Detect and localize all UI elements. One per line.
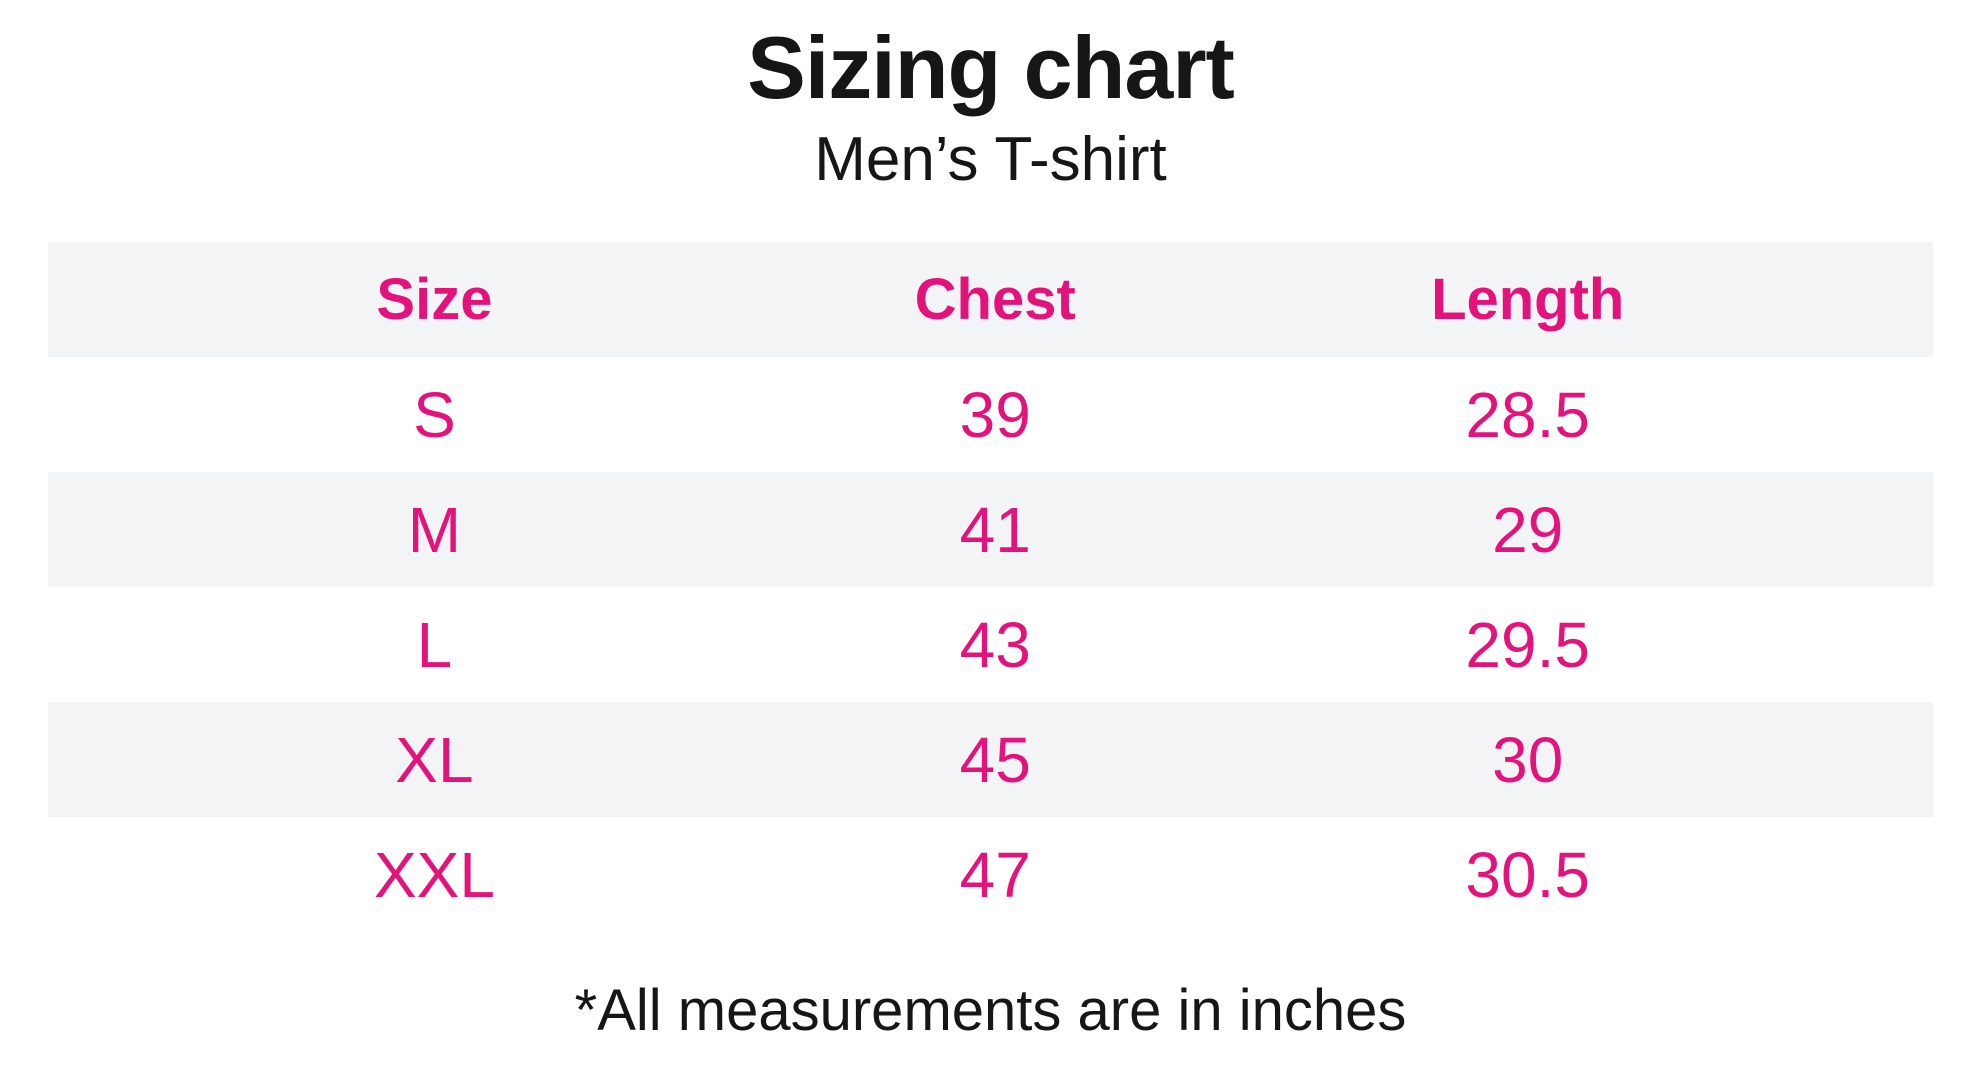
- sizing-table: Size Chest Length S 39 28.5 M 41 29 L 43…: [48, 242, 1933, 932]
- column-header-length: Length: [1431, 266, 1625, 332]
- size-value: L: [416, 608, 453, 681]
- chest-value: 43: [959, 608, 1031, 681]
- page-title: Sizing chart: [747, 18, 1235, 117]
- table-row-xxl: XXL 47 30.5: [48, 817, 1933, 932]
- table-row-xl: XL 45 30: [48, 702, 1933, 818]
- size-value: XL: [395, 723, 474, 796]
- chest-value: 39: [959, 378, 1031, 451]
- length-value: 28.5: [1465, 378, 1590, 451]
- page-subtitle: Men’s T-shirt: [814, 124, 1167, 194]
- chest-value: 45: [959, 723, 1031, 796]
- table-row-l: L 43 29.5: [48, 587, 1933, 702]
- length-value: 30.5: [1465, 838, 1590, 911]
- length-value: 29: [1492, 493, 1564, 566]
- table-row-s: S 39 28.5: [48, 357, 1933, 472]
- column-header-chest: Chest: [914, 266, 1076, 332]
- measurements-footnote: *All measurements are in inches: [574, 978, 1407, 1044]
- size-value: S: [413, 378, 456, 451]
- length-value: 29.5: [1465, 608, 1590, 681]
- column-header-size: Size: [376, 266, 493, 332]
- table-row-m: M 41 29: [48, 472, 1933, 588]
- table-header-row: Size Chest Length: [48, 242, 1933, 358]
- size-value: XXL: [373, 838, 495, 911]
- chest-value: 41: [959, 493, 1031, 566]
- length-value: 30: [1492, 723, 1564, 796]
- size-value: M: [407, 493, 462, 566]
- chest-value: 47: [959, 838, 1031, 911]
